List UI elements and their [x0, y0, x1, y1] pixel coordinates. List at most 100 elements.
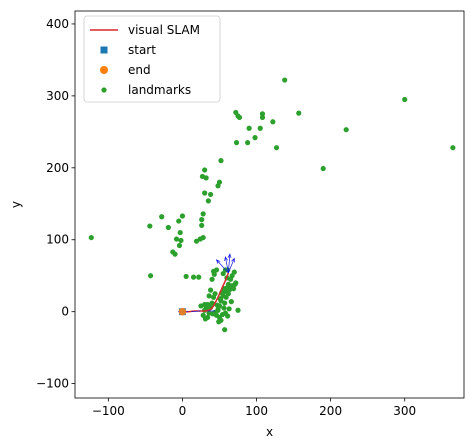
- heading-arrow: [228, 254, 231, 273]
- landmark-point: [207, 287, 214, 293]
- landmark-point: [199, 217, 205, 223]
- landmark-point: [176, 242, 183, 249]
- landmark-point: [203, 175, 209, 181]
- landmark-point: [222, 327, 228, 333]
- landmark-point: [202, 190, 208, 196]
- landmark-point: [232, 281, 238, 287]
- landmark-point: [222, 300, 228, 306]
- y-axis-label: y: [9, 201, 23, 208]
- landmark-point: [202, 167, 208, 173]
- landmark-point: [200, 211, 206, 217]
- landmark-point: [320, 165, 326, 172]
- landmark-point: [402, 96, 408, 103]
- heading-arrowhead: [227, 253, 232, 259]
- landmark-point: [165, 224, 171, 231]
- landmark-point: [225, 313, 231, 319]
- landmark-point: [252, 135, 258, 141]
- landmark-point: [183, 273, 189, 280]
- landmark-point: [273, 145, 280, 151]
- y-tick-label: 100: [46, 233, 69, 247]
- plot-content: [88, 77, 456, 333]
- landmark-point: [231, 269, 237, 275]
- legend-label: start: [128, 43, 156, 57]
- landmark-point: [205, 314, 211, 321]
- landmark-point: [230, 286, 237, 292]
- x-axis-ticks: −100 0 100 200 300: [92, 398, 416, 418]
- landmark-point: [235, 307, 241, 313]
- y-axis-ticks: −100 0 100 200 300 400: [36, 17, 75, 391]
- legend-box: [83, 15, 221, 103]
- landmark-point: [221, 305, 227, 311]
- landmark-point: [233, 140, 240, 146]
- y-tick-label: 0: [61, 305, 69, 319]
- landmark-point: [196, 274, 202, 280]
- landmark-point: [450, 145, 456, 151]
- landmark-point: [210, 268, 217, 274]
- heading-arrowhead: [224, 256, 228, 261]
- y-tick-label: 200: [46, 161, 69, 175]
- landmark-point: [217, 296, 223, 302]
- landmark-point: [198, 303, 204, 309]
- x-tick-label: −100: [92, 404, 125, 418]
- landmark-point: [233, 109, 239, 116]
- plot-marks: [88, 77, 456, 333]
- landmark-point: [209, 276, 215, 282]
- legend-swatch-dot: [101, 87, 107, 93]
- landmark-point: [226, 306, 232, 312]
- landmark-point: [159, 214, 165, 220]
- landmark-point: [343, 127, 349, 133]
- x-tick-label: 200: [319, 404, 342, 418]
- landmark-point: [172, 251, 178, 257]
- x-tick-label: 100: [245, 404, 268, 418]
- landmark-point: [259, 114, 266, 121]
- landmark-point: [179, 213, 186, 219]
- landmark-point: [257, 125, 263, 131]
- landmark-point: [88, 234, 94, 241]
- landmark-point: [205, 198, 211, 204]
- landmark-point: [147, 223, 153, 229]
- legend-swatch-square: [100, 46, 108, 54]
- heading-arrowhead: [231, 257, 235, 263]
- landmark-point: [176, 218, 182, 224]
- legend-label: visual SLAM: [128, 23, 200, 37]
- y-tick-label: −100: [36, 377, 69, 391]
- landmark-point: [212, 309, 218, 315]
- landmark-point: [212, 291, 218, 297]
- landmark-point: [228, 299, 234, 305]
- legend-item: end: [100, 63, 151, 77]
- landmark-point: [216, 319, 222, 325]
- heading-arrow: [191, 310, 201, 313]
- landmark-point: [173, 236, 180, 242]
- landmark-point: [282, 77, 288, 83]
- end-marker: [178, 307, 187, 316]
- landmark-point: [270, 119, 276, 125]
- landmark-point: [206, 293, 212, 299]
- legend-item: landmarks: [101, 83, 191, 97]
- landmark-point: [296, 110, 302, 116]
- heading-arrow: [228, 258, 235, 273]
- landmark-point: [178, 237, 184, 244]
- landmark-point: [259, 111, 266, 117]
- legend-item: visual SLAM: [90, 23, 200, 37]
- landmark-point: [246, 125, 252, 131]
- legend-swatch-circle: [100, 66, 108, 74]
- landmark-point: [216, 179, 223, 185]
- landmark-point: [207, 191, 214, 198]
- legend: visual SLAM start end landmarks: [83, 15, 221, 103]
- x-axis-label: x: [266, 425, 273, 439]
- y-tick-label: 400: [46, 17, 69, 31]
- landmark-point: [177, 229, 183, 236]
- x-tick-label: 300: [393, 404, 416, 418]
- landmark-point: [218, 158, 224, 164]
- heading-arrow: [216, 259, 229, 274]
- landmark-point: [147, 273, 154, 279]
- landmark-point: [199, 222, 205, 228]
- landmark-point: [245, 140, 251, 146]
- legend-item: start: [100, 43, 156, 57]
- legend-label: end: [128, 63, 151, 77]
- landmark-point: [209, 300, 215, 306]
- landmark-point: [200, 234, 206, 241]
- legend-label: landmarks: [128, 83, 191, 97]
- landmark-point: [214, 302, 220, 308]
